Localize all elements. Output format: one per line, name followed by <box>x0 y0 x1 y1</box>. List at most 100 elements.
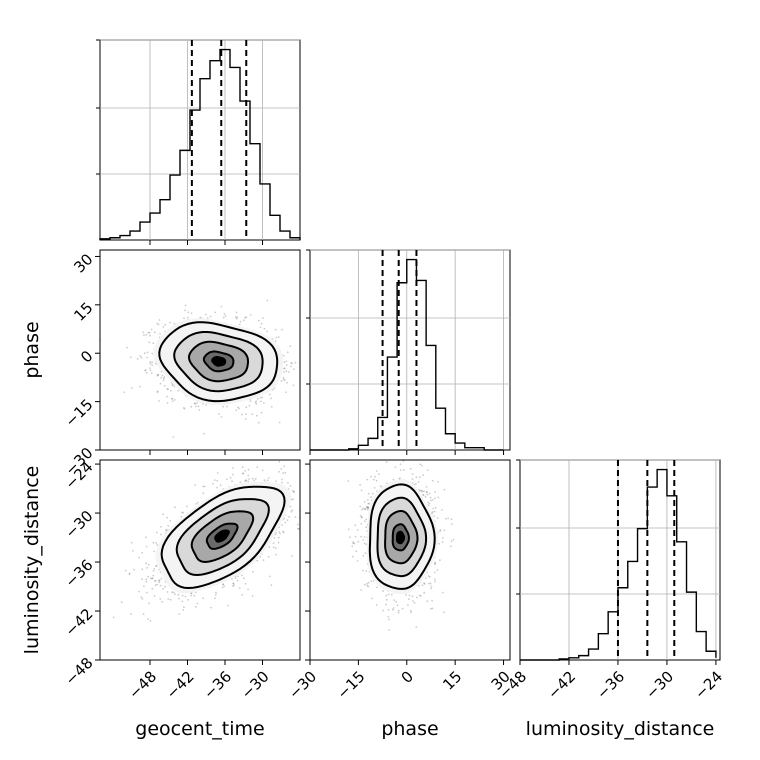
scatter-point <box>251 413 254 416</box>
scatter-point <box>241 413 243 416</box>
scatter-point <box>235 317 238 320</box>
scatter-point <box>431 499 434 501</box>
scatter-point <box>133 568 135 571</box>
scatter-point <box>297 528 300 530</box>
scatter-point <box>196 602 199 605</box>
scatter-point <box>155 565 158 568</box>
scatter-point <box>263 479 266 482</box>
scatter-point <box>123 391 126 394</box>
scatter-point <box>157 373 160 376</box>
scatter-point <box>172 591 175 594</box>
scatter-point <box>206 317 209 319</box>
joint-content <box>347 460 455 631</box>
scatter-point <box>280 380 283 382</box>
scatter-point <box>165 528 168 531</box>
scatter-point <box>253 479 255 482</box>
scatter-point <box>294 361 297 364</box>
scatter-point <box>371 597 374 600</box>
scatter-point <box>235 311 238 314</box>
scatter-point <box>151 577 154 579</box>
scatter-point <box>172 436 175 438</box>
scatter-point <box>266 479 269 482</box>
joint-content <box>112 460 300 623</box>
scatter-point <box>159 584 162 587</box>
scatter-point <box>142 613 145 615</box>
scatter-point <box>282 531 285 534</box>
scatter-point <box>145 580 148 583</box>
scatter-point <box>153 331 156 334</box>
scatter-point <box>270 397 272 400</box>
scatter-point <box>266 330 268 333</box>
scatter-point <box>157 323 160 326</box>
scatter-point <box>156 322 159 325</box>
scatter-point <box>152 570 155 572</box>
scatter-point <box>281 328 283 331</box>
scatter-point <box>171 400 174 402</box>
scatter-point <box>214 597 216 600</box>
scatter-point <box>257 421 260 424</box>
scatter-point <box>244 470 247 472</box>
scatter-point <box>366 582 368 585</box>
scatter-point <box>238 407 240 410</box>
scatter-point <box>231 578 233 580</box>
scatter-point <box>260 322 263 325</box>
scatter-point <box>130 387 133 389</box>
scatter-point <box>226 405 228 408</box>
scatter-point <box>158 579 161 581</box>
scatter-point <box>145 371 148 374</box>
scatter-point <box>367 581 370 584</box>
scatter-point <box>220 305 223 308</box>
scatter-point <box>153 568 156 570</box>
scatter-point <box>284 521 287 524</box>
scatter-point <box>227 604 229 607</box>
scatter-point <box>164 585 167 588</box>
contour-line <box>160 485 286 590</box>
scatter-point <box>138 590 140 593</box>
scatter-point <box>409 609 412 612</box>
scatter-point <box>258 319 260 322</box>
scatter-point <box>245 413 247 416</box>
scatter-point <box>146 351 149 354</box>
scatter-point <box>268 546 271 548</box>
scatter-point <box>274 340 277 342</box>
scatter-point <box>417 481 420 483</box>
scatter-point <box>275 336 278 339</box>
scatter-point <box>151 587 154 590</box>
scatter-point <box>412 600 414 602</box>
scatter-point <box>156 374 159 377</box>
scatter-point <box>281 524 283 526</box>
scatter-point <box>241 593 244 596</box>
scatter-point <box>195 405 197 408</box>
scatter-point <box>150 372 153 374</box>
scatter-point <box>254 477 257 480</box>
scatter-point <box>247 480 250 483</box>
scatter-point <box>245 316 248 319</box>
scatter-point <box>356 529 359 531</box>
histogram-step <box>520 468 717 661</box>
scatter-point <box>147 563 150 566</box>
joint-geocent_time-luminosity_distance <box>95 459 301 665</box>
scatter-point <box>349 536 351 539</box>
scatter-point <box>251 477 254 480</box>
scatter-point <box>286 351 289 354</box>
scatter-point <box>373 487 376 489</box>
scatter-point <box>147 618 150 621</box>
contour-line <box>190 510 255 564</box>
scatter-point <box>263 327 266 330</box>
scatter-point <box>169 598 172 601</box>
scatter-point <box>287 482 289 484</box>
scatter-point <box>256 397 259 400</box>
scatter-point <box>285 391 287 394</box>
scatter-point <box>285 360 288 363</box>
scatter-point <box>160 377 163 379</box>
scatter-point <box>177 593 180 596</box>
scatter-point <box>167 598 170 600</box>
histogram-step <box>310 258 504 451</box>
contour-peak <box>211 356 227 367</box>
joint-content <box>100 299 300 438</box>
scatter-point <box>278 531 281 533</box>
scatter-point <box>152 342 155 345</box>
scatter-point <box>163 385 166 387</box>
panel-frame <box>99 249 301 451</box>
